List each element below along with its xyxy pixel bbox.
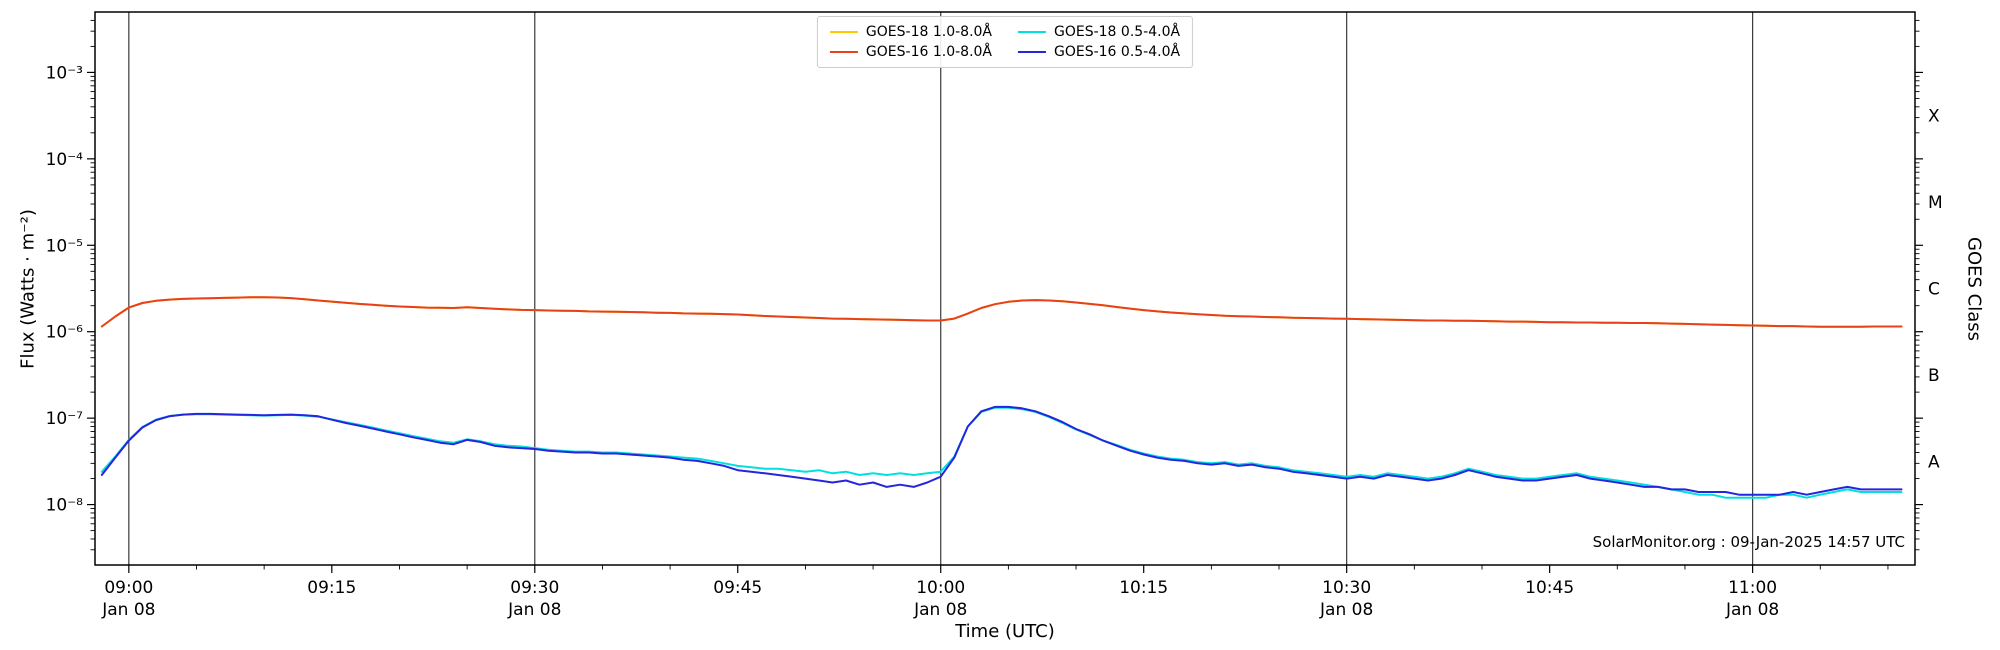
x-tick-label: 10:30 [1322,578,1371,598]
plot-border [94,11,1916,566]
x-date-label: Jan 08 [101,600,155,620]
goes-class-label: A [1928,452,1940,472]
right-axis-label: GOES Class [1963,237,1985,341]
legend-item-0: GOES-18 1.0-8.0Å [829,24,992,40]
x-date-label: Jan 08 [1725,600,1779,620]
y-tick-label: 10⁻⁶ [46,323,84,343]
goes-class-label: B [1928,366,1940,386]
x-date-label: Jan 08 [1319,600,1373,620]
y-tick-label: 10⁻⁸ [46,496,84,516]
y-tick-label: 10⁻⁴ [46,150,84,170]
legend-item-3: GOES-16 0.5-4.0Å [1018,44,1180,60]
legend-line-swatch [1018,31,1046,33]
legend-item-1: GOES-16 1.0-8.0Å [829,44,992,60]
x-tick-label: 11:00 [1728,578,1777,598]
series-line-3 [100,405,1903,496]
x-tick-label: 09:15 [307,578,356,598]
series-line-1 [100,296,1903,328]
goes-class-label: X [1928,107,1940,127]
legend-label: GOES-16 1.0-8.0Å [865,44,992,60]
y-tick-label: 10⁻³ [46,63,83,83]
legend-line-swatch [829,51,858,53]
goes-class-label: M [1928,193,1943,213]
x-date-label: Jan 08 [913,600,967,620]
x-tick-label: 09:30 [510,578,559,598]
x-tick-label: 09:45 [713,578,762,598]
x-tick-label: 10:45 [1525,578,1574,598]
legend-item-2: GOES-18 0.5-4.0Å [1018,24,1180,40]
y-axis-label: Flux (Watts · m⁻²) [17,209,39,369]
x-tick-label: 10:15 [1119,578,1168,598]
x-date-label: Jan 08 [507,600,561,620]
x-axis-label: Time (UTC) [955,621,1055,642]
legend-label: GOES-18 1.0-8.0Å [865,24,992,40]
watermark-annotation: SolarMonitor.org : 09-Jan-2025 14:57 UTC [1592,533,1905,551]
legend-label: GOES-16 0.5-4.0Å [1054,44,1181,60]
legend-line-swatch [1018,51,1046,53]
legend-line-swatch [829,31,858,33]
y-tick-label: 10⁻⁷ [46,409,84,429]
goes-class-label: C [1928,280,1940,300]
x-tick-label: 10:00 [916,578,965,598]
legend: GOES-18 1.0-8.0Å GOES-16 1.0-8.0Å GOES-18 … [816,16,1194,68]
y-tick-label: 10⁻⁵ [46,236,83,256]
legend-label: GOES-18 0.5-4.0Å [1054,24,1181,40]
x-tick-label: 09:00 [104,578,153,598]
